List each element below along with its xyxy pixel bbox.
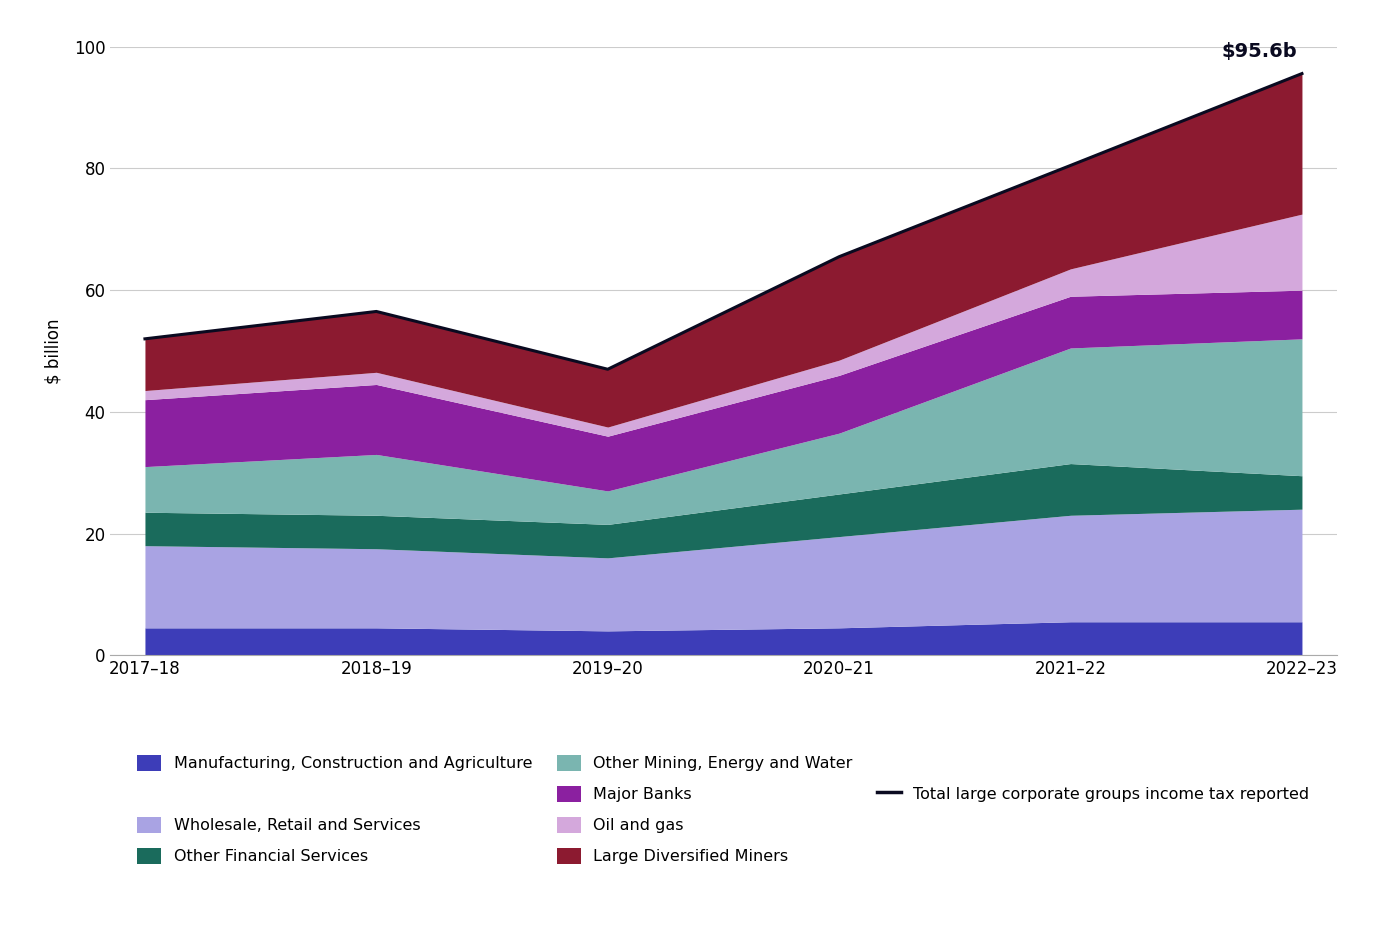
Text: $95.6b: $95.6b <box>1222 42 1297 62</box>
Legend: Manufacturing, Construction and Agriculture,  , Wholesale, Retail and Services, : Manufacturing, Construction and Agricult… <box>131 749 1316 870</box>
Y-axis label: $ billion: $ billion <box>44 318 62 384</box>
